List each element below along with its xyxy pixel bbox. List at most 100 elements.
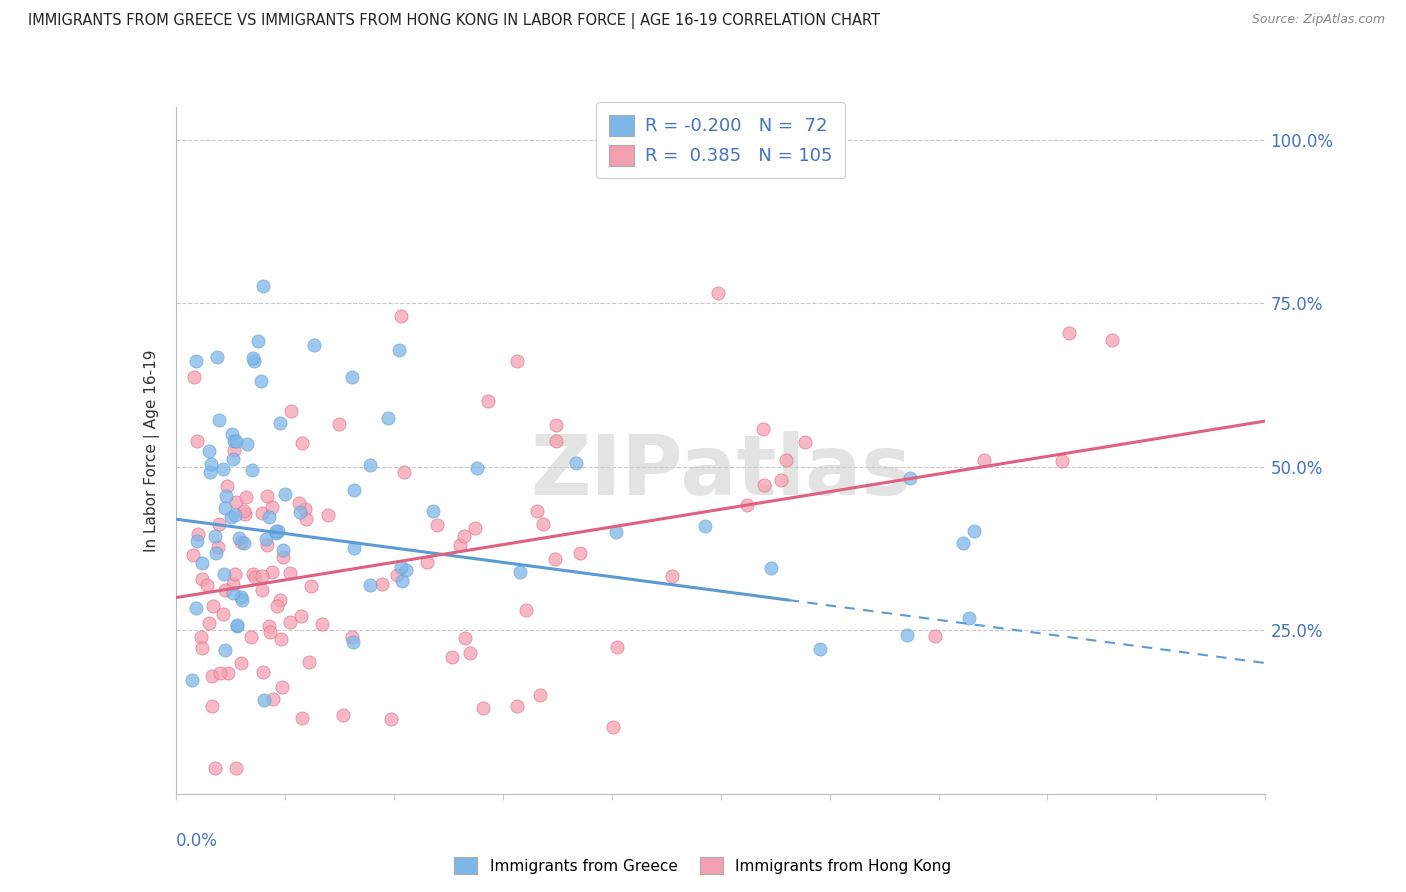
Text: IMMIGRANTS FROM GREECE VS IMMIGRANTS FROM HONG KONG IN LABOR FORCE | AGE 16-19 C: IMMIGRANTS FROM GREECE VS IMMIGRANTS FRO…	[28, 13, 880, 29]
Point	[232, 503, 254, 517]
Point	[278, 615, 301, 629]
Point	[225, 434, 247, 448]
Point	[963, 524, 986, 539]
Point	[243, 353, 266, 368]
Point	[506, 699, 529, 714]
Point	[201, 669, 224, 683]
Point	[288, 496, 311, 510]
Point	[695, 518, 717, 533]
Point	[1050, 453, 1073, 467]
Point	[214, 500, 236, 515]
Point	[288, 505, 311, 519]
Point	[204, 546, 226, 560]
Point	[515, 603, 537, 617]
Point	[291, 711, 314, 725]
Point	[235, 490, 257, 504]
Point	[243, 569, 266, 583]
Point	[544, 418, 567, 433]
Point	[269, 416, 291, 430]
Point	[201, 599, 224, 613]
Point	[274, 487, 297, 501]
Point	[264, 524, 287, 539]
Point	[250, 583, 273, 598]
Point	[808, 642, 831, 657]
Point	[359, 578, 381, 592]
Point	[259, 509, 281, 524]
Point	[204, 528, 226, 542]
Point	[208, 413, 231, 427]
Point	[257, 619, 280, 633]
Point	[278, 566, 301, 580]
Point	[225, 495, 247, 509]
Point	[233, 507, 256, 521]
Point	[465, 461, 488, 475]
Point	[896, 628, 918, 642]
Point	[387, 343, 409, 357]
Point	[973, 452, 995, 467]
Point	[775, 453, 797, 467]
Point	[440, 650, 463, 665]
Point	[198, 443, 221, 458]
Text: 0.0%: 0.0%	[176, 831, 218, 850]
Point	[212, 566, 235, 581]
Point	[298, 655, 321, 669]
Point	[311, 617, 333, 632]
Point	[214, 643, 236, 657]
Point	[453, 529, 475, 543]
Point	[565, 457, 588, 471]
Point	[222, 442, 245, 457]
Point	[606, 640, 628, 654]
Point	[794, 435, 817, 450]
Point	[226, 618, 249, 632]
Point	[242, 566, 264, 581]
Point	[544, 551, 567, 566]
Point	[449, 538, 471, 552]
Point	[291, 436, 314, 450]
Point	[316, 508, 339, 522]
Point	[231, 593, 253, 607]
Point	[267, 524, 290, 538]
Point	[900, 471, 922, 485]
Point	[526, 503, 548, 517]
Point	[290, 609, 312, 624]
Point	[332, 708, 354, 723]
Point	[191, 641, 214, 656]
Point	[415, 555, 437, 569]
Point	[187, 526, 209, 541]
Point	[458, 646, 481, 660]
Point	[221, 427, 243, 442]
Point	[661, 569, 683, 583]
Point	[229, 656, 252, 670]
Point	[224, 567, 246, 582]
Point	[302, 338, 325, 352]
Point	[266, 599, 288, 613]
Point	[250, 375, 273, 389]
Point	[340, 630, 363, 644]
Point	[225, 761, 247, 775]
Point	[1101, 333, 1123, 347]
Point	[222, 577, 245, 591]
Point	[186, 533, 208, 548]
Point	[759, 560, 782, 574]
Point	[191, 573, 214, 587]
Point	[477, 394, 499, 409]
Point	[924, 629, 946, 643]
Point	[770, 473, 793, 487]
Point	[205, 350, 228, 364]
Point	[260, 500, 283, 515]
Point	[253, 693, 276, 707]
Point	[280, 403, 302, 417]
Point	[544, 434, 567, 448]
Point	[271, 550, 294, 565]
Point	[389, 309, 412, 323]
Point	[183, 370, 205, 384]
Point	[531, 516, 554, 531]
Point	[569, 546, 592, 560]
Point	[217, 479, 239, 493]
Point	[191, 556, 214, 570]
Point	[328, 417, 350, 431]
Point	[371, 577, 394, 591]
Point	[391, 574, 413, 588]
Point	[181, 548, 204, 562]
Point	[252, 568, 274, 582]
